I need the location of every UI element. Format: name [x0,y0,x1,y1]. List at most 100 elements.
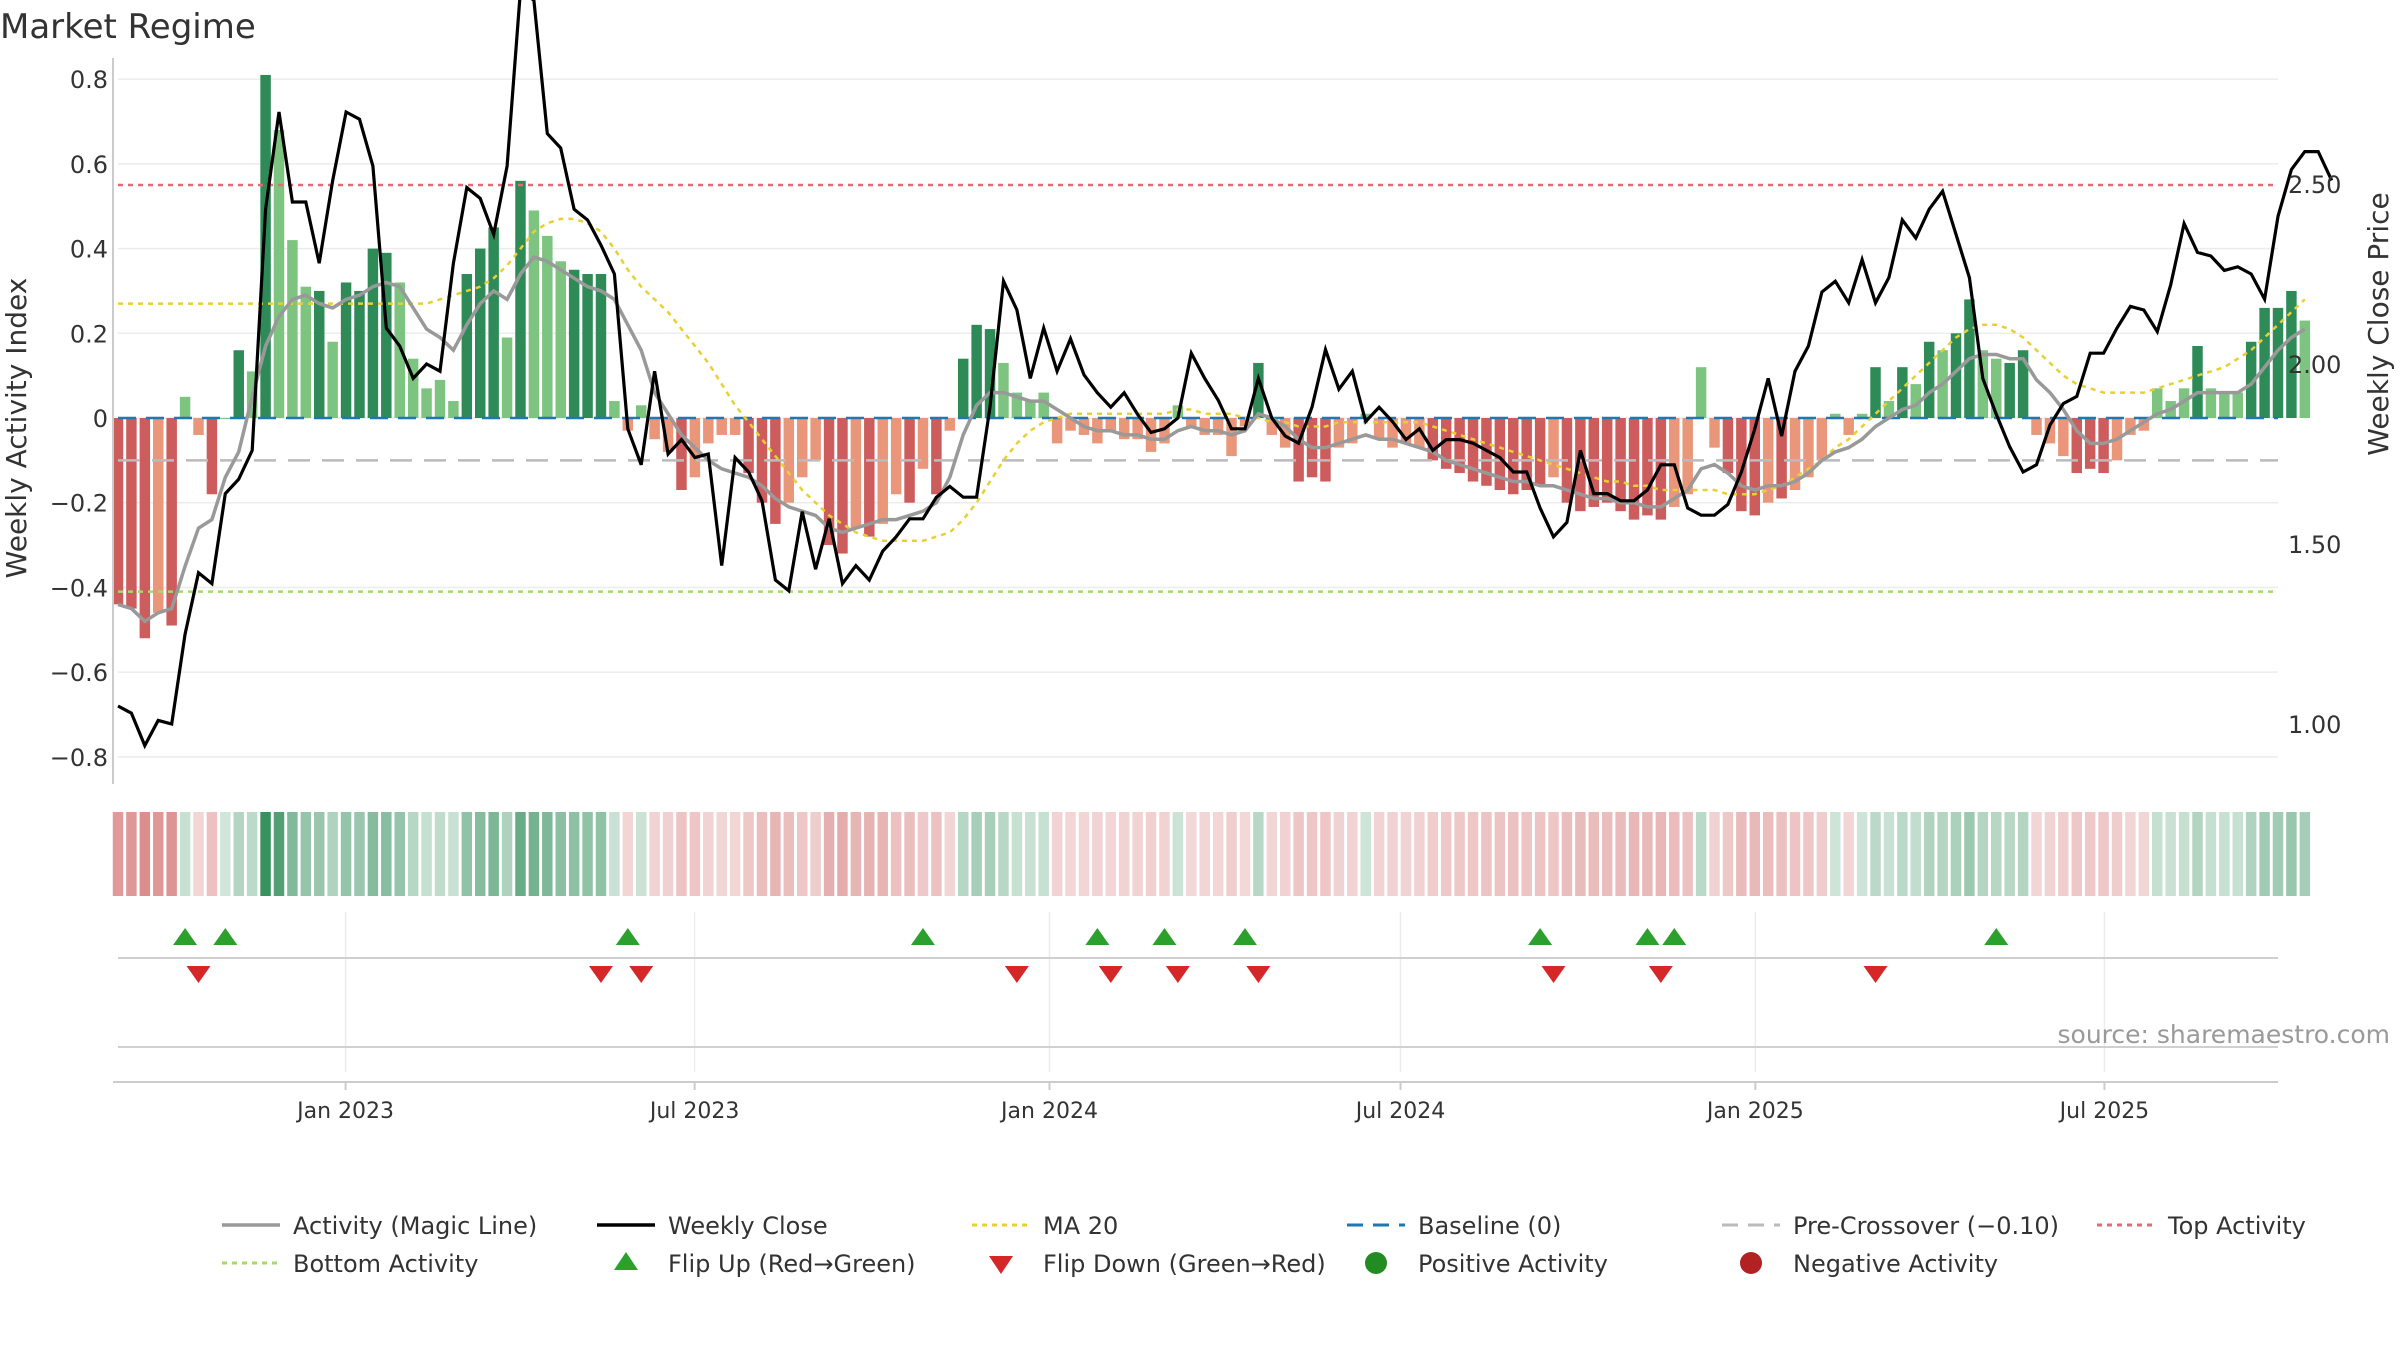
activity-bar [1923,341,1935,418]
activity-bar [568,269,580,418]
regime-cell [153,812,164,896]
regime-cell [475,812,486,896]
flip-up-marker [173,928,198,945]
regime-cell [2138,812,2150,896]
x-tick-label: Jul 2023 [648,1099,740,1124]
regime-cell [1025,812,1036,896]
regime-cell [998,812,1009,896]
regime-cell [1226,812,1237,896]
activity-bar [1400,418,1412,444]
regime-cell [300,812,312,896]
regime-cell [595,812,607,896]
regime-cell [515,812,526,896]
regime-cell [407,812,419,896]
y-tick-label: −0.2 [50,490,108,518]
activity-bar [2205,388,2217,418]
flip-down-marker [588,966,613,983]
regime-cell [246,812,258,896]
magic-line [117,255,2306,624]
activity-bar [1025,401,1036,418]
activity-bar [542,235,553,418]
y-tick-label: 0.2 [70,320,108,348]
regime-cell [1159,812,1170,896]
activity-bar [233,350,244,418]
activity-bar [649,418,660,440]
regime-cell [1548,812,1559,896]
regime-cell [421,812,432,896]
regime-cell [689,812,701,896]
activity-bar [810,418,821,461]
axes: 0.8 0.6 0.4 0.2 0 −0.2 −0.4 −0.6 −0.8 2.50 2.00 1.5… [0,58,2395,1124]
activity-bar [1105,418,1117,431]
regime-cell [1038,812,1049,896]
activity-bar [1709,418,1720,448]
regime-cell [1991,812,2002,896]
regime-cell [367,812,379,896]
legend-label: Flip Up (Red→Green) [668,1250,916,1278]
activity-bar [2259,307,2270,418]
flip-down-marker [629,966,654,983]
regime-cell [314,812,325,896]
activity-bar [1199,418,1210,435]
activity-bar [2232,392,2243,418]
activity-bar [1387,418,1398,448]
regime-cell [1400,812,1412,896]
activity-bar [1991,358,2002,418]
regime-cell [112,812,124,896]
regime-cell [1695,812,1707,896]
regime-cell [1749,812,1761,896]
legend-swatch-dot [1740,1252,1762,1274]
activity-bar [864,418,875,537]
regime-cell [2152,812,2163,896]
y-tick-label: 0.6 [70,151,108,179]
regime-cell [1293,812,1304,896]
legend-label: Activity (Magic Line) [293,1212,537,1240]
regime-cell [1816,812,1828,896]
activity-bar [1440,418,1452,469]
activity-bar [166,418,177,626]
activity-bar [1333,418,1345,448]
activity-bar [1883,401,1895,418]
ma20-line [118,217,2306,543]
regime-cell [1253,812,1264,896]
regime-cell [1333,812,1345,896]
activity-bar [1534,418,1546,486]
activity-bar [1065,418,1076,431]
regime-cell [2071,812,2082,896]
regime-cell [1521,812,1532,896]
activity-bar [528,210,540,418]
activity-bar [1239,418,1251,427]
regime-cell [1360,812,1371,896]
activity-bar [1373,418,1385,440]
activity-bar [1320,418,1331,482]
activity-bar [1615,418,1626,512]
regime-cell [1977,812,1989,896]
chart-title: Market Regime [0,7,256,47]
activity-bar [488,227,499,418]
activity-bar [367,248,379,418]
activity-bar [153,418,164,613]
regime-cell [1145,812,1157,896]
activity-bar [635,405,647,418]
regime-cell [823,812,835,896]
legend: Activity (Magic Line) Weekly Close MA 20 Ba… [222,1212,2306,1278]
legend-item: Baseline (0) [1347,1212,1561,1240]
activity-bar [1186,418,1197,427]
activity-bar [1749,418,1761,516]
regime-cell [582,812,593,896]
x-tick-label: Jan 2023 [295,1099,394,1124]
activity-bar [2017,350,2029,418]
regime-cell [1937,812,1948,896]
activity-bar [1843,418,1854,435]
regime-cell [1722,812,1734,896]
regime-cell [1118,812,1130,896]
y2-tick-label: 2.50 [2288,171,2341,199]
regime-cell [1830,812,1841,896]
activity-bar [1628,418,1640,520]
activity-bar [2138,418,2150,431]
regime-cell [957,812,969,896]
flip-up-marker [1232,928,1257,945]
legend-item: Negative Activity [1740,1250,1998,1278]
activity-bar [1856,413,1868,418]
